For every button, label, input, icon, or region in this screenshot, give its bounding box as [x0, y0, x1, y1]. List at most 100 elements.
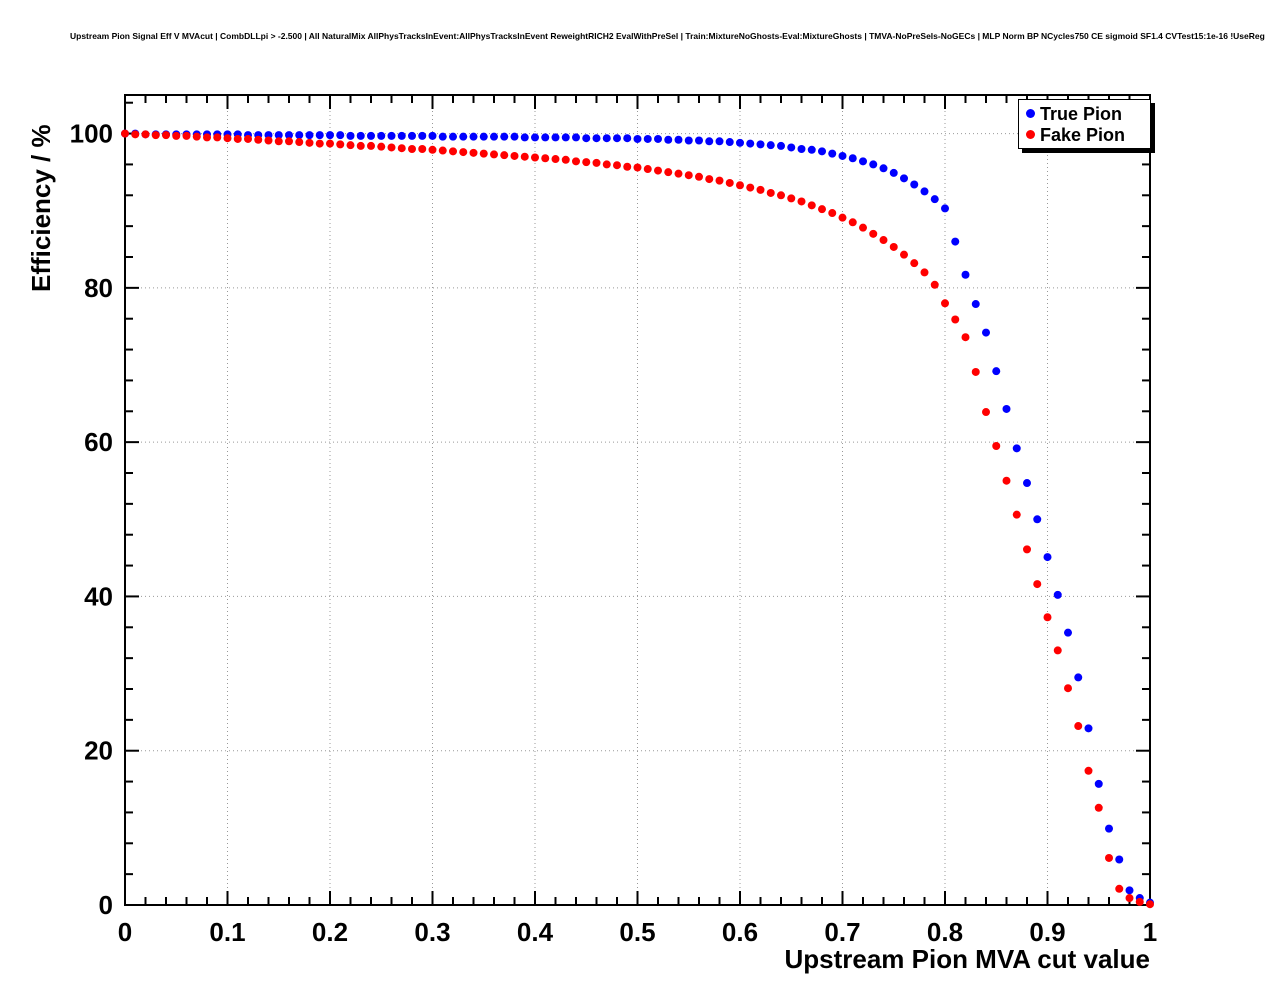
true-pion-point: [623, 134, 632, 143]
true-pion-point: [469, 132, 478, 141]
true-pion-point: [664, 135, 673, 144]
fake-pion-point: [182, 131, 191, 140]
x-tick-label: 1: [1143, 917, 1157, 947]
fake-pion-point: [326, 139, 334, 148]
fake-pion-point: [1135, 897, 1144, 906]
fake-pion-point: [654, 166, 662, 175]
fake-pion-point: [285, 137, 293, 146]
true-pion-point: [377, 131, 386, 140]
true-pion-point: [1125, 886, 1134, 895]
true-pion-point: [1094, 779, 1103, 788]
fake-pion-point: [315, 139, 324, 148]
fake-pion-point: [459, 148, 468, 157]
true-pion-point: [356, 131, 365, 140]
true-pion-point: [797, 145, 806, 153]
fake-pion-point: [418, 145, 427, 153]
true-pion-point: [1115, 855, 1124, 864]
fake-pion-point: [725, 178, 734, 187]
fake-pion-point: [336, 140, 345, 149]
legend: True Pion Fake Pion: [1018, 99, 1151, 149]
true-pion-point: [828, 149, 837, 158]
true-pion-point: [510, 132, 519, 141]
fake-pion-point: [920, 268, 929, 277]
true-pion-point: [746, 139, 755, 148]
true-pion-point: [531, 133, 539, 142]
x-tick-label: 0.4: [517, 917, 554, 947]
x-tick-label: 0.5: [619, 917, 655, 947]
fake-pion-point: [561, 155, 570, 164]
fake-pion-point: [1146, 900, 1154, 909]
fake-pion-point: [1053, 646, 1062, 655]
true-pion-point: [295, 131, 304, 140]
fake-pion-point: [746, 183, 755, 192]
true-pion-point: [367, 131, 375, 140]
true-pion-point: [1023, 479, 1031, 488]
fake-pion-point: [213, 133, 222, 142]
true-pion-point: [869, 160, 878, 169]
fake-pion-point: [838, 213, 847, 222]
legend-label-fake-pion: Fake Pion: [1040, 124, 1126, 145]
true-pion-point: [725, 138, 734, 147]
x-tick-label: 0.7: [824, 917, 860, 947]
fake-pion-point: [233, 134, 242, 143]
true-pion-point: [971, 300, 980, 309]
true-pion-point: [285, 131, 293, 140]
true-pion-point: [592, 134, 601, 143]
fake-pion-point: [910, 259, 919, 268]
fake-pion-point: [1074, 722, 1083, 731]
true-pion-point: [1002, 404, 1011, 413]
fake-pion-point: [930, 280, 939, 289]
fake-pion-point: [592, 158, 601, 167]
legend-label-true-pion: True Pion: [1040, 103, 1123, 124]
fake-pion-point: [777, 191, 785, 200]
legend-entry-true-pion: True Pion: [1019, 103, 1150, 124]
fake-pion-point: [715, 176, 724, 185]
fake-pion-point: [1033, 580, 1042, 589]
true-pion-point: [787, 143, 796, 152]
true-pion-point: [551, 133, 560, 142]
true-pion-point: [336, 131, 345, 140]
true-pion-point: [1105, 824, 1113, 833]
true-pion-point: [1064, 628, 1072, 637]
true-pion-point: [1012, 444, 1021, 453]
fake-pion-point: [1105, 853, 1113, 862]
fake-pion-point: [305, 138, 314, 147]
y-tick-label: 20: [84, 736, 113, 766]
true-pion-point: [715, 137, 724, 146]
fake-pion-point: [705, 175, 714, 184]
true-pion-point: [879, 164, 888, 173]
true-pion-point: [490, 132, 498, 141]
fake-pion-point: [551, 155, 560, 164]
fake-pion-point: [807, 201, 816, 210]
true-pion-point: [1043, 553, 1052, 562]
fake-pion-point: [520, 152, 529, 161]
fake-pion-point: [1094, 803, 1103, 812]
true-pion-point: [1074, 673, 1083, 682]
fake-pion-point: [1043, 613, 1052, 622]
fake-pion-point: [787, 194, 796, 203]
y-tick-label: 80: [84, 273, 113, 303]
true-pion-point: [459, 132, 468, 141]
true-pion-point: [582, 134, 591, 143]
fake-pion-point: [264, 136, 273, 145]
fake-pion-point: [602, 160, 611, 169]
true-pion-point: [643, 134, 652, 143]
fake-pion-point: [859, 223, 867, 232]
true-pion-point: [1053, 590, 1062, 599]
fake-pion-point: [900, 250, 908, 259]
fake-pion-point: [223, 134, 232, 143]
fake-pion-point: [992, 442, 1001, 450]
x-tick-label: 0: [118, 917, 132, 947]
true-pion-point: [951, 237, 960, 246]
true-pion-point: [930, 195, 939, 204]
fake-pion-point: [736, 181, 744, 190]
fake-pion-point: [244, 134, 252, 143]
true-pion-point: [807, 145, 816, 154]
true-pion-point: [387, 131, 396, 140]
true-pion-point: [900, 174, 908, 183]
fake-pion-point: [951, 315, 960, 324]
true-pion-point: [305, 131, 314, 140]
true-pion-point: [961, 270, 970, 279]
true-pion-point: [449, 132, 457, 141]
fake-pion-point: [1002, 476, 1011, 485]
